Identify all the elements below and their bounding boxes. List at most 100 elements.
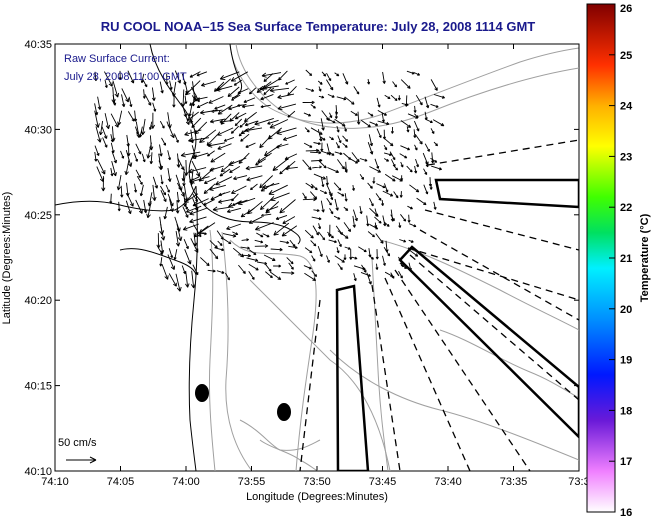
current-vector xyxy=(174,70,181,84)
current-vector xyxy=(191,117,202,129)
current-vector xyxy=(275,214,288,221)
current-vector xyxy=(185,205,202,213)
current-vector xyxy=(318,95,325,99)
current-vector xyxy=(184,80,201,96)
current-vector xyxy=(160,174,164,185)
current-vector xyxy=(191,160,201,177)
current-vector xyxy=(375,263,379,270)
current-vector xyxy=(127,70,135,84)
current-vector xyxy=(414,134,423,145)
current-vector xyxy=(414,144,418,151)
current-vector xyxy=(400,214,407,222)
current-vector xyxy=(94,71,98,82)
current-vector xyxy=(279,199,296,214)
current-vector xyxy=(269,271,282,281)
current-vector xyxy=(182,174,186,187)
current-vector xyxy=(282,216,296,224)
current-vector xyxy=(358,246,367,253)
current-vector xyxy=(381,199,385,206)
current-vector xyxy=(399,153,408,159)
current-vector xyxy=(407,214,411,223)
current-vector xyxy=(234,118,243,127)
current-vector xyxy=(408,239,414,243)
zone-polygon xyxy=(434,178,579,209)
current-vector xyxy=(167,168,172,182)
current-vector xyxy=(207,142,226,148)
current-vector xyxy=(168,273,177,287)
contour-line xyxy=(221,231,253,471)
current-vector xyxy=(215,176,233,186)
contour-line xyxy=(249,279,391,471)
current-vector xyxy=(328,239,337,244)
y-axis-label: Latitude (Degrees:Minutes) xyxy=(1,192,13,325)
current-vector xyxy=(401,102,409,107)
current-vector xyxy=(261,213,272,217)
current-vector xyxy=(351,185,356,191)
current-vector xyxy=(219,119,234,124)
radar-range-lines xyxy=(299,139,579,471)
current-vector xyxy=(433,141,439,147)
current-vector xyxy=(393,165,399,171)
current-vector xyxy=(169,80,173,90)
contour-line xyxy=(229,239,317,471)
current-vector xyxy=(193,232,198,247)
current-vector xyxy=(111,160,117,177)
current-vector xyxy=(135,143,142,155)
current-vector xyxy=(171,81,177,97)
current-vector xyxy=(430,157,438,163)
radial-line xyxy=(299,299,321,471)
map-frame xyxy=(54,43,580,472)
current-vector xyxy=(229,166,241,173)
current-vector xyxy=(239,120,248,128)
colorbar-label: Temperature (°C) xyxy=(639,213,651,302)
current-vector xyxy=(184,159,189,176)
current-vector xyxy=(230,71,249,82)
current-vector xyxy=(102,137,108,148)
current-vector xyxy=(95,126,102,143)
current-vector xyxy=(117,201,121,212)
current-vector xyxy=(184,95,188,105)
current-vector xyxy=(302,197,317,202)
current-vector xyxy=(256,232,264,238)
current-vector xyxy=(400,120,412,128)
current-vector xyxy=(431,165,443,171)
current-vector xyxy=(135,199,143,214)
current-vector xyxy=(382,190,394,197)
current-vector xyxy=(189,207,208,216)
current-vector xyxy=(146,142,152,159)
current-vector xyxy=(231,185,247,194)
current-vector xyxy=(262,233,270,238)
current-vector xyxy=(259,85,279,91)
current-vector xyxy=(288,245,298,250)
current-vector xyxy=(343,222,352,232)
current-vector xyxy=(313,142,321,146)
current-vector xyxy=(228,157,247,167)
current-vector xyxy=(320,118,325,131)
current-vector xyxy=(305,182,314,189)
current-vector xyxy=(326,117,336,124)
current-vector xyxy=(209,240,218,249)
current-vector xyxy=(384,221,390,227)
y-axis: 40:35 40:30 40:25 40:20 40:15 40:10 xyxy=(24,39,579,478)
current-vector xyxy=(196,101,209,108)
current-vector xyxy=(96,158,106,175)
current-vector xyxy=(310,104,316,109)
current-vector xyxy=(259,135,271,149)
current-vector xyxy=(160,190,167,203)
current-vector xyxy=(376,183,386,189)
current-vector xyxy=(334,198,339,211)
current-vector xyxy=(400,175,404,181)
current-vector xyxy=(381,112,385,123)
current-vector xyxy=(344,246,351,250)
current-vector xyxy=(353,273,357,282)
current-vector xyxy=(311,216,322,221)
current-vector xyxy=(182,223,199,231)
current-vector xyxy=(429,183,433,190)
current-vector xyxy=(263,254,276,261)
current-vector xyxy=(104,71,113,87)
buoy-marker xyxy=(277,403,291,421)
current-vector xyxy=(241,238,249,242)
current-vector xyxy=(128,96,133,108)
current-vector xyxy=(337,230,349,239)
current-vector xyxy=(261,72,282,78)
